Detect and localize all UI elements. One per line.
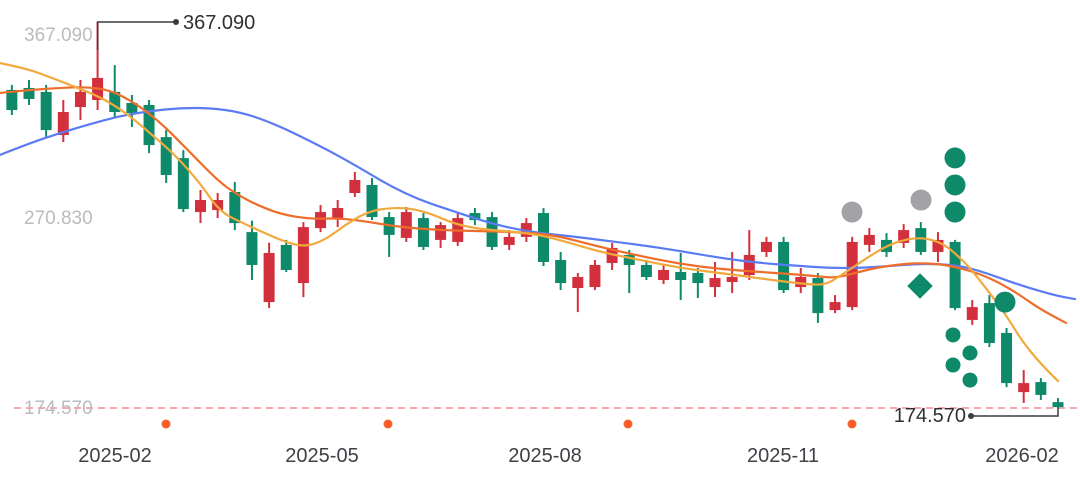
min-annotation-leader [971, 408, 1059, 417]
candle-body [915, 228, 927, 252]
ma-mid-line [0, 86, 1068, 325]
candle-body [349, 179, 361, 194]
candle-body [623, 254, 635, 265]
green-signal-marker-small [945, 357, 961, 373]
candle-body [503, 236, 515, 245]
max-price-annotation: 367.090 [183, 12, 256, 34]
x-axis-label: 2025-08 [508, 445, 582, 467]
candle-body [332, 208, 344, 219]
candle-body [743, 254, 755, 276]
candle-body [983, 303, 995, 343]
green-signal-marker-small [945, 327, 961, 343]
candle-body [863, 234, 875, 245]
candle-body [640, 264, 652, 278]
candle-body [263, 252, 275, 303]
candle-body [1035, 382, 1047, 395]
candle-body [23, 87, 35, 99]
x-axis-label: 2025-05 [285, 445, 359, 467]
event-dot [847, 419, 857, 429]
candle-body [726, 277, 738, 283]
candle-body [6, 89, 18, 110]
candle-body [829, 302, 841, 311]
candle-body [160, 137, 172, 175]
candle-body [74, 91, 86, 107]
event-dot [161, 419, 171, 429]
candle-body [1052, 402, 1064, 408]
candle-body [109, 91, 121, 113]
candle-body [606, 247, 618, 263]
candle-body [932, 239, 944, 252]
candle-body [57, 112, 69, 136]
x-axis-label: 2025-02 [78, 445, 152, 467]
candle-body [898, 230, 910, 243]
x-axis-label: 2025-11 [747, 445, 819, 467]
green-signal-marker-small [962, 345, 978, 361]
green-signal-marker-large [944, 201, 966, 223]
candle-body [417, 218, 429, 247]
green-signal-marker-large [944, 174, 966, 196]
y-axis-label: 174.570 [24, 398, 93, 419]
gray-signal-marker [910, 189, 932, 211]
candle-body [692, 273, 704, 284]
candle-body [297, 227, 309, 284]
event-dot [383, 419, 393, 429]
candle-body [212, 200, 224, 211]
green-signal-marker-large [944, 147, 966, 169]
candle-body [589, 264, 601, 288]
candle-body [812, 278, 824, 314]
candle-body [949, 241, 961, 309]
candle-body [572, 277, 584, 289]
candle-body [40, 91, 52, 131]
candle-body [195, 200, 206, 213]
max-annotation-dot [173, 19, 179, 25]
candle-body [246, 232, 258, 265]
min-annotation-dot [968, 413, 974, 419]
ma-fast-line [0, 61, 1060, 383]
candle-body [1018, 383, 1030, 393]
candle-body [435, 225, 447, 240]
candle-body [538, 213, 549, 262]
candle-body [778, 241, 790, 291]
candle-body [709, 278, 721, 288]
candle-body [795, 277, 807, 288]
green-diamond-marker [907, 273, 933, 299]
min-price-annotation: 174.570 [893, 405, 966, 427]
candle-body [177, 158, 189, 210]
candle-body [469, 213, 481, 221]
candle-body [760, 241, 772, 252]
candle-body [675, 272, 687, 281]
candle-body [400, 212, 412, 238]
candle-body [143, 104, 155, 146]
candle-body [555, 259, 567, 284]
green-signal-marker-small [962, 372, 978, 388]
candle-body [280, 244, 292, 270]
y-axis-label: 367.090 [24, 25, 93, 46]
candle-body [126, 102, 138, 114]
candle-body [966, 307, 978, 320]
candle-body [315, 212, 327, 229]
candle-body [1001, 332, 1013, 384]
candle-body [229, 192, 241, 224]
event-dot [623, 419, 633, 429]
green-signal-marker-large [994, 291, 1016, 313]
candle-body [658, 269, 670, 281]
x-axis-label: 2026-02 [985, 445, 1059, 467]
gray-signal-marker [841, 201, 863, 223]
candle-body [366, 184, 378, 218]
y-axis-label: 270.830 [24, 208, 93, 229]
max-annotation-leader [96, 21, 176, 50]
